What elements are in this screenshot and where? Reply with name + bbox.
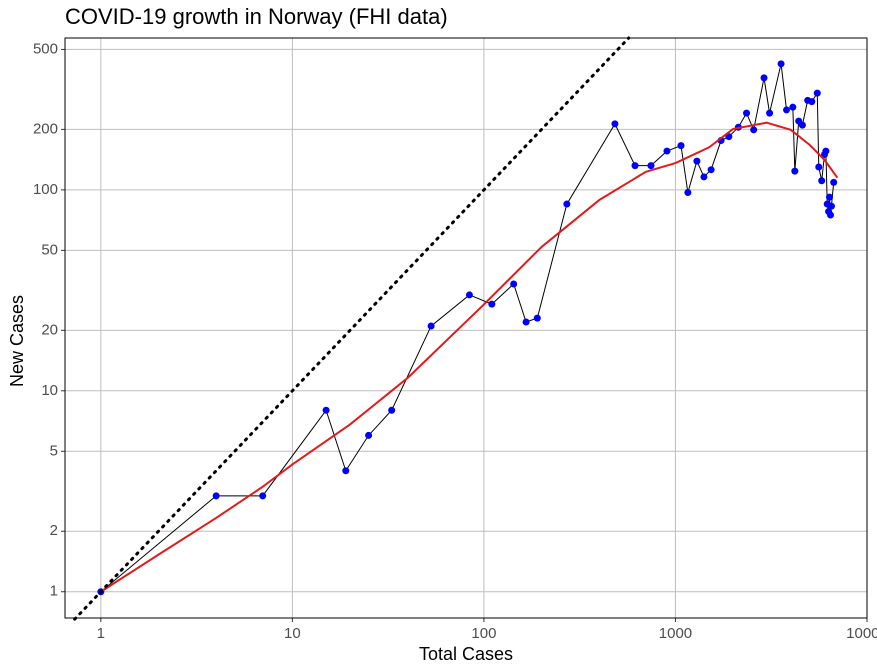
point <box>663 147 671 155</box>
point <box>342 467 350 475</box>
point <box>791 167 799 175</box>
point <box>522 318 530 326</box>
x-tick-label: 10000 <box>846 625 877 642</box>
x-tick-label: 1 <box>97 625 105 642</box>
point <box>777 60 785 68</box>
y-tick-label: 500 <box>33 40 58 57</box>
x-tick-label: 100 <box>471 625 496 642</box>
y-tick-label: 5 <box>50 442 58 459</box>
point <box>388 406 396 414</box>
point <box>808 98 816 106</box>
plot-border <box>64 37 868 619</box>
point <box>815 163 823 171</box>
point <box>322 406 330 414</box>
point <box>365 431 373 439</box>
point <box>684 189 692 197</box>
point <box>707 166 715 174</box>
point <box>743 109 751 117</box>
point <box>813 89 821 97</box>
point <box>259 492 267 500</box>
y-tick-label: 100 <box>33 181 58 198</box>
point <box>677 142 685 150</box>
point <box>789 103 797 111</box>
point <box>760 74 768 82</box>
y-tick-label: 200 <box>33 120 58 137</box>
point <box>488 300 496 308</box>
series-line <box>73 36 631 621</box>
point <box>822 147 830 155</box>
point <box>611 120 619 128</box>
point <box>766 109 774 117</box>
x-tick-label: 1000 <box>659 625 692 642</box>
y-tick-label: 10 <box>41 382 58 399</box>
point <box>427 322 435 330</box>
x-tick-label: 10 <box>284 625 301 642</box>
point <box>533 314 541 322</box>
point <box>563 200 571 208</box>
y-tick-label: 2 <box>50 522 58 539</box>
point <box>647 162 655 170</box>
chart-title: COVID-19 growth in Norway (FHI data) <box>65 4 448 29</box>
y-tick-label: 50 <box>41 241 58 258</box>
y-tick-label: 1 <box>50 583 58 600</box>
point <box>212 492 220 500</box>
point <box>825 193 833 201</box>
point <box>818 177 826 185</box>
point <box>693 157 701 165</box>
point <box>725 133 733 141</box>
point <box>798 121 806 129</box>
x-axis-label: Total Cases <box>419 644 513 664</box>
point <box>510 280 518 288</box>
point <box>827 211 835 219</box>
point <box>631 162 639 170</box>
point <box>827 202 835 210</box>
y-axis-label: New Cases <box>7 295 27 387</box>
y-tick-label: 20 <box>41 321 58 338</box>
point <box>465 291 473 299</box>
point <box>830 178 838 186</box>
series-line <box>100 121 839 593</box>
point <box>783 106 791 114</box>
point <box>700 173 708 181</box>
point <box>750 126 758 134</box>
